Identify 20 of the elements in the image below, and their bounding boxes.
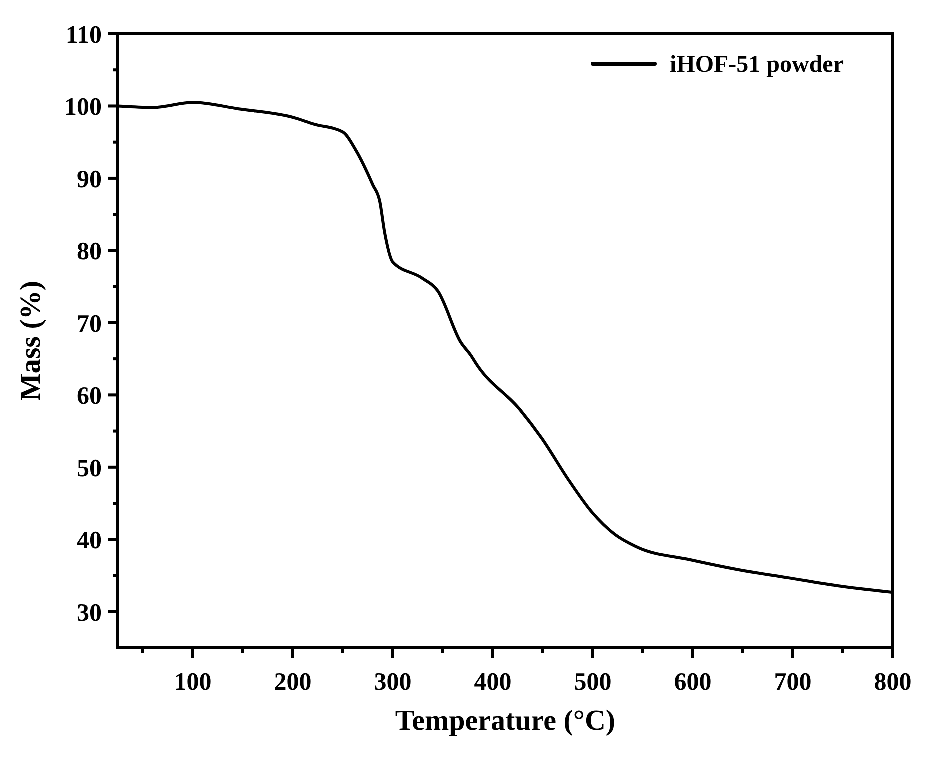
y-tick-label: 30 (77, 600, 102, 627)
x-tick-label: 300 (374, 669, 412, 696)
x-axis-title: Temperature (°C) (395, 705, 616, 737)
y-tick-label: 60 (77, 383, 102, 410)
y-tick-label: 110 (66, 22, 102, 49)
legend-label: iHOF-51 powder (670, 52, 844, 78)
y-axis-title: Mass (%) (15, 280, 47, 402)
x-tick-label: 100 (174, 669, 212, 696)
x-tick-label: 800 (874, 669, 912, 696)
y-tick-label: 40 (77, 528, 102, 555)
y-tick-label: 70 (77, 310, 102, 338)
y-tick-label: 50 (77, 455, 102, 482)
y-tick-label: 90 (77, 166, 102, 194)
x-tick-label: 700 (774, 669, 812, 696)
x-tick-label: 600 (674, 669, 712, 696)
y-tick-label: 100 (64, 94, 102, 122)
x-tick-label: 500 (574, 669, 612, 696)
x-tick-label: 200 (274, 669, 312, 696)
x-tick-label: 400 (474, 669, 512, 696)
y-tick-label: 80 (77, 238, 102, 266)
